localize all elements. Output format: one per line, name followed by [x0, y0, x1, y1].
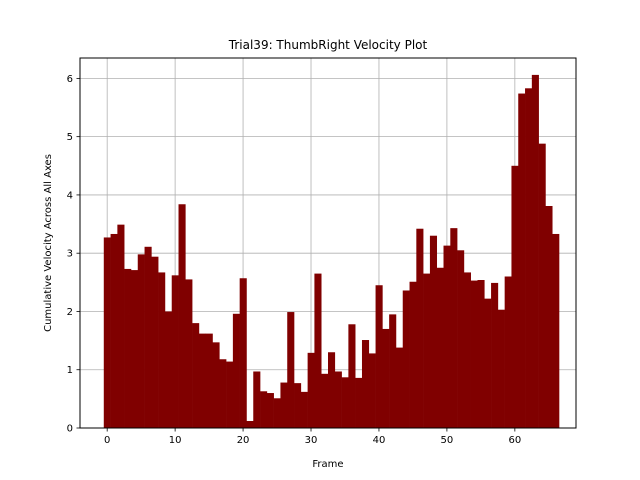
bar [382, 328, 390, 428]
bar [260, 391, 268, 428]
bar [531, 74, 539, 428]
bar [130, 270, 139, 428]
bar [484, 298, 492, 428]
y-tick-label: 5 [67, 132, 73, 143]
x-tick-label: 0 [104, 435, 110, 446]
bar [545, 206, 553, 428]
bar [436, 267, 444, 428]
bar [368, 353, 376, 428]
bar [246, 421, 254, 428]
bar [144, 246, 152, 428]
bar [124, 268, 132, 428]
y-tick-label: 0 [67, 424, 73, 435]
bar [328, 352, 336, 428]
bar [178, 204, 186, 428]
bar [232, 313, 240, 428]
x-axis-ticks: 0 10 20 30 40 50 60 [104, 428, 521, 446]
bar [239, 278, 247, 428]
bar [307, 352, 315, 428]
bar [525, 88, 533, 429]
bar [171, 275, 179, 428]
bar [164, 311, 173, 428]
bar [443, 245, 451, 428]
bar [212, 342, 220, 428]
bar [205, 333, 213, 428]
bar [192, 323, 200, 428]
bar [402, 290, 410, 428]
x-tick-label: 30 [305, 435, 318, 446]
bar [416, 228, 424, 428]
x-tick-label: 10 [169, 435, 182, 446]
bar [117, 224, 125, 428]
y-tick-label: 3 [67, 249, 73, 260]
bar [280, 382, 288, 428]
bar [314, 273, 322, 428]
y-axis-label: Cumulative Velocity Across All Axes [43, 154, 54, 332]
bar [273, 398, 281, 428]
bar [253, 371, 261, 428]
bar [518, 93, 526, 428]
bar [321, 373, 329, 428]
bar [511, 165, 519, 428]
bar [266, 393, 274, 428]
y-tick-label: 4 [67, 190, 73, 201]
bar [158, 272, 166, 428]
x-tick-label: 40 [373, 435, 386, 446]
x-tick-label: 60 [508, 435, 521, 446]
bar [477, 280, 485, 428]
x-tick-label: 50 [441, 435, 454, 446]
bar [375, 285, 383, 428]
bar [110, 233, 118, 428]
bar [497, 309, 505, 428]
bar [334, 371, 342, 428]
bar-series [103, 74, 560, 429]
bar [355, 377, 363, 428]
bar [429, 235, 438, 428]
bar [300, 391, 308, 428]
x-tick-label: 20 [237, 435, 250, 446]
plot-frame [79, 57, 577, 429]
bar [450, 228, 458, 428]
bar [463, 272, 471, 428]
bar [226, 361, 234, 428]
bar [219, 359, 227, 428]
y-tick-label: 2 [67, 307, 73, 318]
y-tick-label: 1 [67, 365, 73, 376]
bar [198, 333, 206, 428]
bar [151, 256, 159, 428]
chart-title: Trial39: ThumbRight Velocity Plot [228, 38, 428, 52]
bar [361, 340, 370, 428]
bar [348, 324, 356, 428]
bar [552, 233, 560, 428]
bar [538, 143, 546, 428]
bar [294, 383, 302, 428]
bar [103, 237, 111, 428]
x-axis-label: Frame [312, 459, 343, 470]
bar [457, 250, 465, 428]
bar [504, 276, 512, 428]
y-tick-label: 6 [67, 74, 73, 85]
bar [287, 312, 295, 428]
bar [470, 280, 478, 428]
y-axis-ticks: 0 1 2 3 4 5 6 [67, 74, 80, 435]
bar [341, 377, 349, 428]
bar [491, 282, 499, 428]
bar [137, 254, 145, 428]
bar [395, 347, 404, 428]
bar [185, 279, 193, 428]
bar [389, 314, 397, 428]
bar [423, 273, 431, 428]
bar [409, 281, 417, 428]
